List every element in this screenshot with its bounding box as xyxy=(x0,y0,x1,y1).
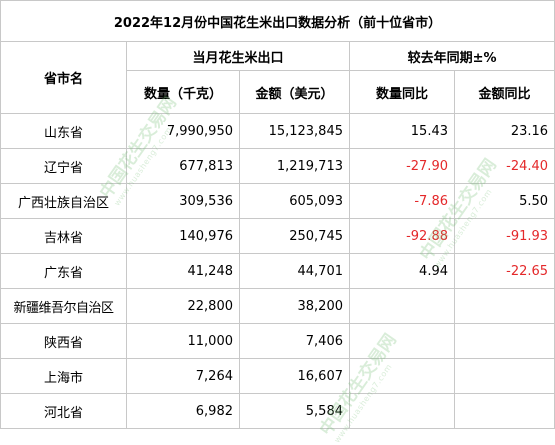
header-row-2: 数量（千克） 金额（美元） 数量同比 金额同比 xyxy=(1,70,555,114)
table-row: 吉林省 140,976 250,745 -92.88 -91.93 xyxy=(0,218,555,254)
amount-yoy-cell xyxy=(453,288,555,324)
province-cell: 上海市 xyxy=(0,358,127,394)
amount-yoy-cell: 5.50 xyxy=(453,183,555,219)
header-amount-yoy: 金额同比 xyxy=(453,70,555,114)
table-row: 陕西省 11,000 7,406 xyxy=(0,323,555,359)
province-cell: 广东省 xyxy=(0,253,127,289)
amount-cell: 5,584 xyxy=(239,393,350,429)
table-row: 广西壮族自治区 309,536 605,093 -7.86 5.50 xyxy=(0,183,555,219)
province-cell: 河北省 xyxy=(0,393,127,429)
amount-yoy-cell xyxy=(453,393,555,429)
table-row: 山东省 7,990,950 15,123,845 15.43 23.16 xyxy=(0,113,555,149)
amount-cell: 7,406 xyxy=(239,323,350,359)
table-body: 山东省 7,990,950 15,123,845 15.43 23.16 辽宁省 677,8… xyxy=(0,113,555,429)
amount-cell: 16,607 xyxy=(239,358,350,394)
data-table: 2022年12月份中国花生米出口数据分析（前十位省市） 省市名 当月花生米出口 … xyxy=(0,0,555,429)
amount-yoy-cell: -24.40 xyxy=(453,148,555,184)
amount-cell: 1,219,713 xyxy=(239,148,350,184)
qty-cell: 677,813 xyxy=(126,148,240,184)
qty-cell: 7,264 xyxy=(126,358,240,394)
table-row: 上海市 7,264 16,607 xyxy=(0,358,555,394)
table-row: 新疆维吾尔自治区 22,800 38,200 xyxy=(0,288,555,324)
qty-cell: 6,982 xyxy=(126,393,240,429)
province-cell: 山东省 xyxy=(0,113,127,149)
qty-cell: 11,000 xyxy=(126,323,240,359)
header-amount: 金额（美元） xyxy=(239,70,350,114)
header-group-current: 当月花生米出口 xyxy=(126,41,350,71)
qty-cell: 7,990,950 xyxy=(126,113,240,149)
qty-yoy-cell xyxy=(349,358,455,394)
amount-cell: 250,745 xyxy=(239,218,350,254)
header-qty: 数量（千克） xyxy=(126,70,240,114)
header-province: 省市名 xyxy=(0,41,127,114)
table-title: 2022年12月份中国花生米出口数据分析（前十位省市） xyxy=(0,0,555,42)
qty-cell: 22,800 xyxy=(126,288,240,324)
qty-yoy-cell: 15.43 xyxy=(349,113,455,149)
province-cell: 陕西省 xyxy=(0,323,127,359)
amount-yoy-cell: 23.16 xyxy=(453,113,555,149)
header-group-yoy: 较去年同期±% xyxy=(348,41,555,71)
table-row: 广东省 41,248 44,701 4.94 -22.65 xyxy=(0,253,555,289)
province-cell: 辽宁省 xyxy=(0,148,127,184)
province-cell: 新疆维吾尔自治区 xyxy=(0,288,127,324)
qty-cell: 140,976 xyxy=(126,218,240,254)
amount-yoy-cell xyxy=(453,323,555,359)
qty-yoy-cell: 4.94 xyxy=(349,253,455,289)
qty-yoy-cell: -92.88 xyxy=(349,218,455,254)
table-row: 河北省 6,982 5,584 xyxy=(0,393,555,429)
amount-cell: 44,701 xyxy=(239,253,350,289)
amount-cell: 605,093 xyxy=(239,183,350,219)
amount-yoy-cell: -22.65 xyxy=(453,253,555,289)
qty-cell: 41,248 xyxy=(126,253,240,289)
amount-yoy-cell: -91.93 xyxy=(453,218,555,254)
title-row: 2022年12月份中国花生米出口数据分析（前十位省市） xyxy=(0,0,555,42)
table-row: 辽宁省 677,813 1,219,713 -27.90 -24.40 xyxy=(0,148,555,184)
qty-yoy-cell xyxy=(349,393,455,429)
amount-cell: 15,123,845 xyxy=(239,113,350,149)
province-cell: 吉林省 xyxy=(0,218,127,254)
header-row-1: 省市名 当月花生米出口 较去年同期±% xyxy=(0,41,555,114)
qty-cell: 309,536 xyxy=(126,183,240,219)
qty-yoy-cell: -7.86 xyxy=(349,183,455,219)
qty-yoy-cell xyxy=(349,288,455,324)
amount-yoy-cell xyxy=(453,358,555,394)
province-cell: 广西壮族自治区 xyxy=(0,183,127,219)
qty-yoy-cell: -27.90 xyxy=(349,148,455,184)
header-qty-yoy: 数量同比 xyxy=(349,70,455,114)
qty-yoy-cell xyxy=(349,323,455,359)
amount-cell: 38,200 xyxy=(239,288,350,324)
